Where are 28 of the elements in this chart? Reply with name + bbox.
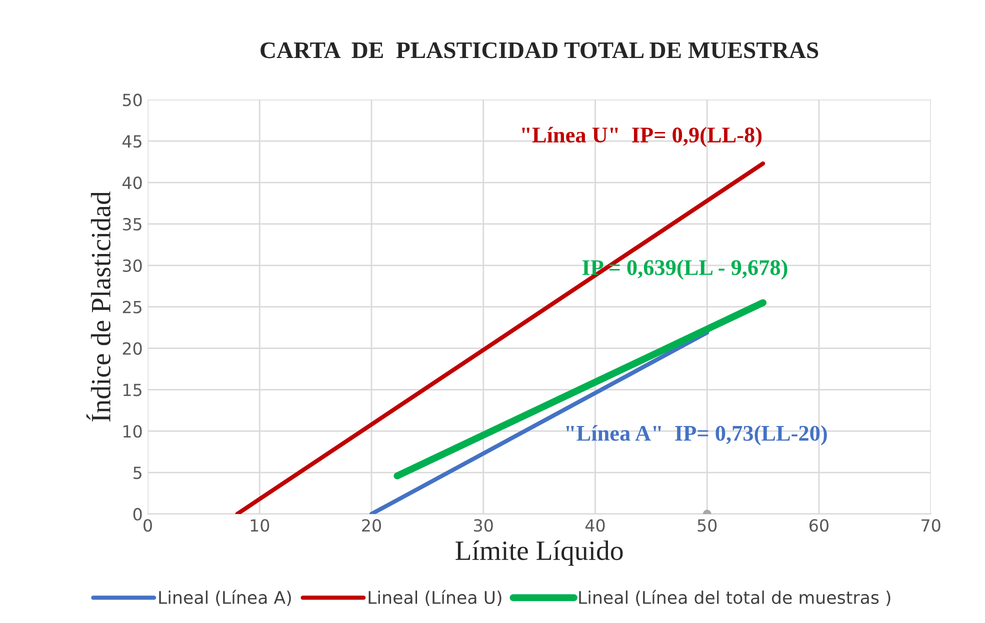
y-tick-label: 10 — [124, 425, 142, 438]
legend-label: Lineal (Línea U) — [368, 590, 502, 606]
x-tick-label: 10 — [250, 519, 270, 532]
chart-title: CARTA DE PLASTICIDAD TOTAL DE MUESTRAS — [260, 42, 818, 58]
annotation: "Línea A" IP= 0,73(LL-20) — [566, 425, 827, 446]
y-tick-label: 20 — [122, 342, 142, 355]
y-tick-label: 0 — [133, 508, 142, 521]
y-tick-label: 35 — [122, 218, 142, 231]
x-tick-label: 20 — [362, 519, 381, 532]
y-tick-label: 50 — [122, 94, 142, 106]
x-tick-label: 0 — [144, 519, 152, 532]
annotation: "Línea U" IP= 0,9(LL-8) — [522, 126, 762, 148]
y-axis-title: Índice de Plasticidad — [86, 191, 110, 422]
y-tick-label: 5 — [134, 466, 142, 480]
y-tick-label: 25 — [122, 300, 142, 314]
y-tick-label: 40 — [122, 176, 142, 190]
x-tick-label: 70 — [922, 519, 940, 532]
x-tick-label: 30 — [474, 519, 493, 532]
x-tick-label: 60 — [810, 519, 828, 532]
legend-label: Lineal (Línea del total de muestras ) — [579, 590, 890, 606]
y-tick-label: 45 — [122, 135, 142, 148]
x-tick-label: 50 — [698, 519, 717, 532]
legend-label: Lineal (Línea A) — [159, 590, 291, 606]
annotation: IP = 0,639(LL - 9,678) — [582, 259, 788, 280]
y-tick-label: 30 — [122, 259, 142, 272]
x-axis-title: Límite Líquido — [456, 540, 623, 566]
y-tick-label: 15 — [124, 384, 142, 396]
x-tick-label: 40 — [585, 519, 605, 532]
